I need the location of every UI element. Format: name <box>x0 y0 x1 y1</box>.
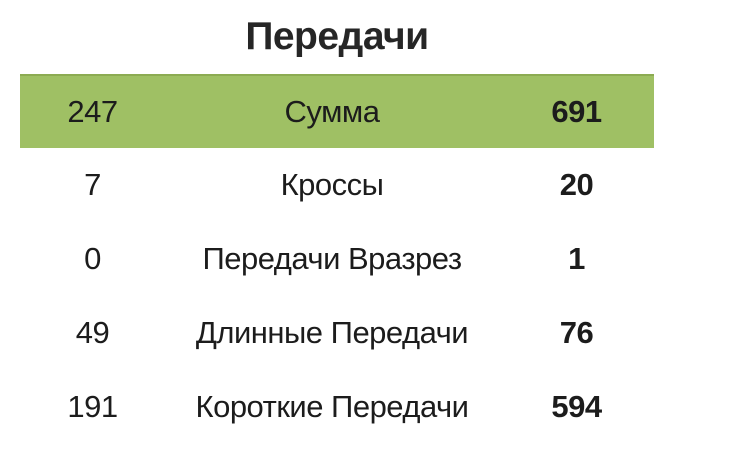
table-row-sum: 247 Сумма 691 <box>20 74 654 148</box>
stats-table: 247 Сумма 691 7 Кроссы 20 0 Передачи Вра… <box>20 74 654 444</box>
left-team-value: 247 <box>67 94 118 129</box>
right-team-value: 594 <box>551 389 602 424</box>
right-team-value: 76 <box>559 315 594 350</box>
stat-label: Короткие Передачи <box>195 389 469 424</box>
stat-label: Кроссы <box>280 167 384 202</box>
left-team-value: 7 <box>84 167 101 202</box>
page-title: Передачи <box>245 15 429 58</box>
left-team-value: 0 <box>84 241 101 276</box>
right-team-value: 691 <box>551 94 602 129</box>
table-row-crosses: 7 Кроссы 20 <box>20 148 654 222</box>
stat-label: Длинные Передачи <box>195 315 469 350</box>
table-row-short-passes: 191 Короткие Передачи 594 <box>20 370 654 444</box>
table-row-through-passes: 0 Передачи Вразрез 1 <box>20 222 654 296</box>
right-team-value: 1 <box>568 241 585 276</box>
left-team-value: 49 <box>75 315 110 350</box>
left-team-value: 191 <box>67 389 118 424</box>
right-team-value: 20 <box>559 167 594 202</box>
stats-content: Передачи 247 Сумма 691 7 Кроссы 20 0 Пер… <box>20 0 654 444</box>
stat-label: Передачи Вразрез <box>202 241 462 276</box>
title-bar: Передачи <box>20 0 654 74</box>
table-row-long-passes: 49 Длинные Передачи 76 <box>20 296 654 370</box>
stat-label: Сумма <box>284 94 380 129</box>
